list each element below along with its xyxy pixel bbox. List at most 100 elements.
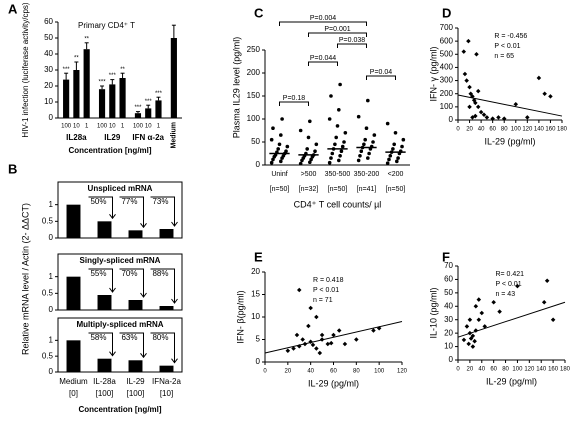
x-tick-label: 80 <box>501 127 508 133</box>
y-tick-label: 0 <box>449 355 454 364</box>
data-point <box>280 117 284 121</box>
bar <box>63 79 70 118</box>
data-point <box>317 350 323 356</box>
data-point <box>343 131 348 135</box>
y-tick-label: 20 <box>44 81 53 90</box>
group-label: IL29 <box>104 133 121 142</box>
y-tick-label: 60 <box>444 275 453 284</box>
chart-title: Primary CD4⁺ T <box>78 21 135 30</box>
y-tick-label: 20 <box>251 267 260 276</box>
significance: *** <box>63 67 71 73</box>
x-tick-label: 350-500 <box>325 171 351 178</box>
bar <box>66 204 81 238</box>
data-point <box>314 346 319 351</box>
data-point <box>470 344 476 349</box>
data-point <box>336 328 342 333</box>
data-point <box>541 299 547 305</box>
data-point <box>461 49 467 54</box>
n-label: [n=32] <box>299 186 319 193</box>
arrow <box>119 268 147 298</box>
data-point <box>371 140 375 144</box>
y-axis-label: HIV-1 infection (luciferase activity/cps… <box>21 2 30 137</box>
data-point <box>305 147 309 151</box>
data-point <box>358 154 362 158</box>
data-point <box>479 310 485 316</box>
data-point <box>310 342 316 348</box>
reduction-label: 50% <box>90 197 106 206</box>
dose-label: [10] <box>160 389 173 398</box>
reduction-label: 63% <box>121 333 137 342</box>
data-point <box>342 140 346 144</box>
y-tick-label: 15 <box>251 290 260 299</box>
data-point <box>285 144 290 149</box>
y-tick-label: 70 <box>444 261 453 270</box>
p-value: P=0.044 <box>310 55 336 62</box>
panel-letter: F <box>442 249 450 264</box>
fit-line <box>457 94 563 117</box>
bar <box>73 70 80 118</box>
data-point <box>279 159 283 164</box>
group-label: IL28a <box>66 133 87 142</box>
y-tick-label: 250 <box>247 45 261 54</box>
significance: ** <box>84 36 89 42</box>
y-axis-label: Plasma IL29 level (pg/ml) <box>231 37 241 139</box>
x-tick-label: 100 <box>61 124 72 130</box>
bar <box>159 365 174 372</box>
data-point <box>481 112 487 118</box>
panel-title: Unspliced mRNA <box>88 184 153 193</box>
dose-label: [0] <box>69 389 78 398</box>
fit-line <box>264 321 403 354</box>
data-point <box>395 159 399 164</box>
comparison-bracket <box>308 32 367 37</box>
x-tick-label: 120 <box>397 369 408 375</box>
reduction-label: 80% <box>152 333 168 342</box>
x-tick-label: 10 <box>73 124 80 130</box>
reduction-label: 88% <box>152 269 168 278</box>
data-point <box>371 328 376 333</box>
data-point <box>525 115 530 120</box>
x-tick-label: 100 <box>512 367 523 373</box>
data-point <box>464 324 470 329</box>
arrow <box>88 268 116 293</box>
data-point <box>294 332 300 338</box>
data-point <box>467 317 473 322</box>
data-point <box>364 126 369 130</box>
data-point <box>385 161 390 165</box>
data-point <box>476 317 482 322</box>
comparison-bracket <box>279 101 309 106</box>
data-point <box>296 287 302 293</box>
x-tick-label: 1 <box>157 124 161 130</box>
arrow <box>88 332 116 357</box>
p-value: P=0.001 <box>324 26 350 33</box>
x-tick-label: >500 <box>301 171 317 178</box>
data-point <box>306 135 311 140</box>
data-point <box>496 115 501 120</box>
stat-label: n = 71 <box>313 297 333 304</box>
p-value: P=0.038 <box>339 37 365 44</box>
bar <box>97 221 112 238</box>
y-tick-label: 1 <box>49 272 54 281</box>
comparison-bracket <box>366 75 396 80</box>
data-point <box>497 309 502 314</box>
y-axis-label: IFN- β(pg/ml) <box>235 290 245 343</box>
bar <box>119 78 126 118</box>
data-point <box>313 149 317 153</box>
bar <box>97 295 112 310</box>
data-point <box>466 341 471 347</box>
stat-label: R = 0.418 <box>313 277 344 284</box>
data-point <box>298 128 303 133</box>
arrow <box>88 196 116 220</box>
x-tick-label: 0 <box>456 367 460 373</box>
arrow <box>150 196 178 227</box>
y-tick-label: 10 <box>251 312 260 321</box>
y-tick-label: 200 <box>440 89 454 98</box>
data-point <box>330 151 335 156</box>
arrow <box>150 332 178 364</box>
x-tick-label: 20 <box>284 369 291 375</box>
x-tick-label: <200 <box>388 171 404 178</box>
p-value: P=0.004 <box>310 15 336 22</box>
y-tick-label: 0 <box>49 367 54 376</box>
x-tick-label: 1 <box>85 124 89 130</box>
panel-letter: C <box>254 5 264 20</box>
